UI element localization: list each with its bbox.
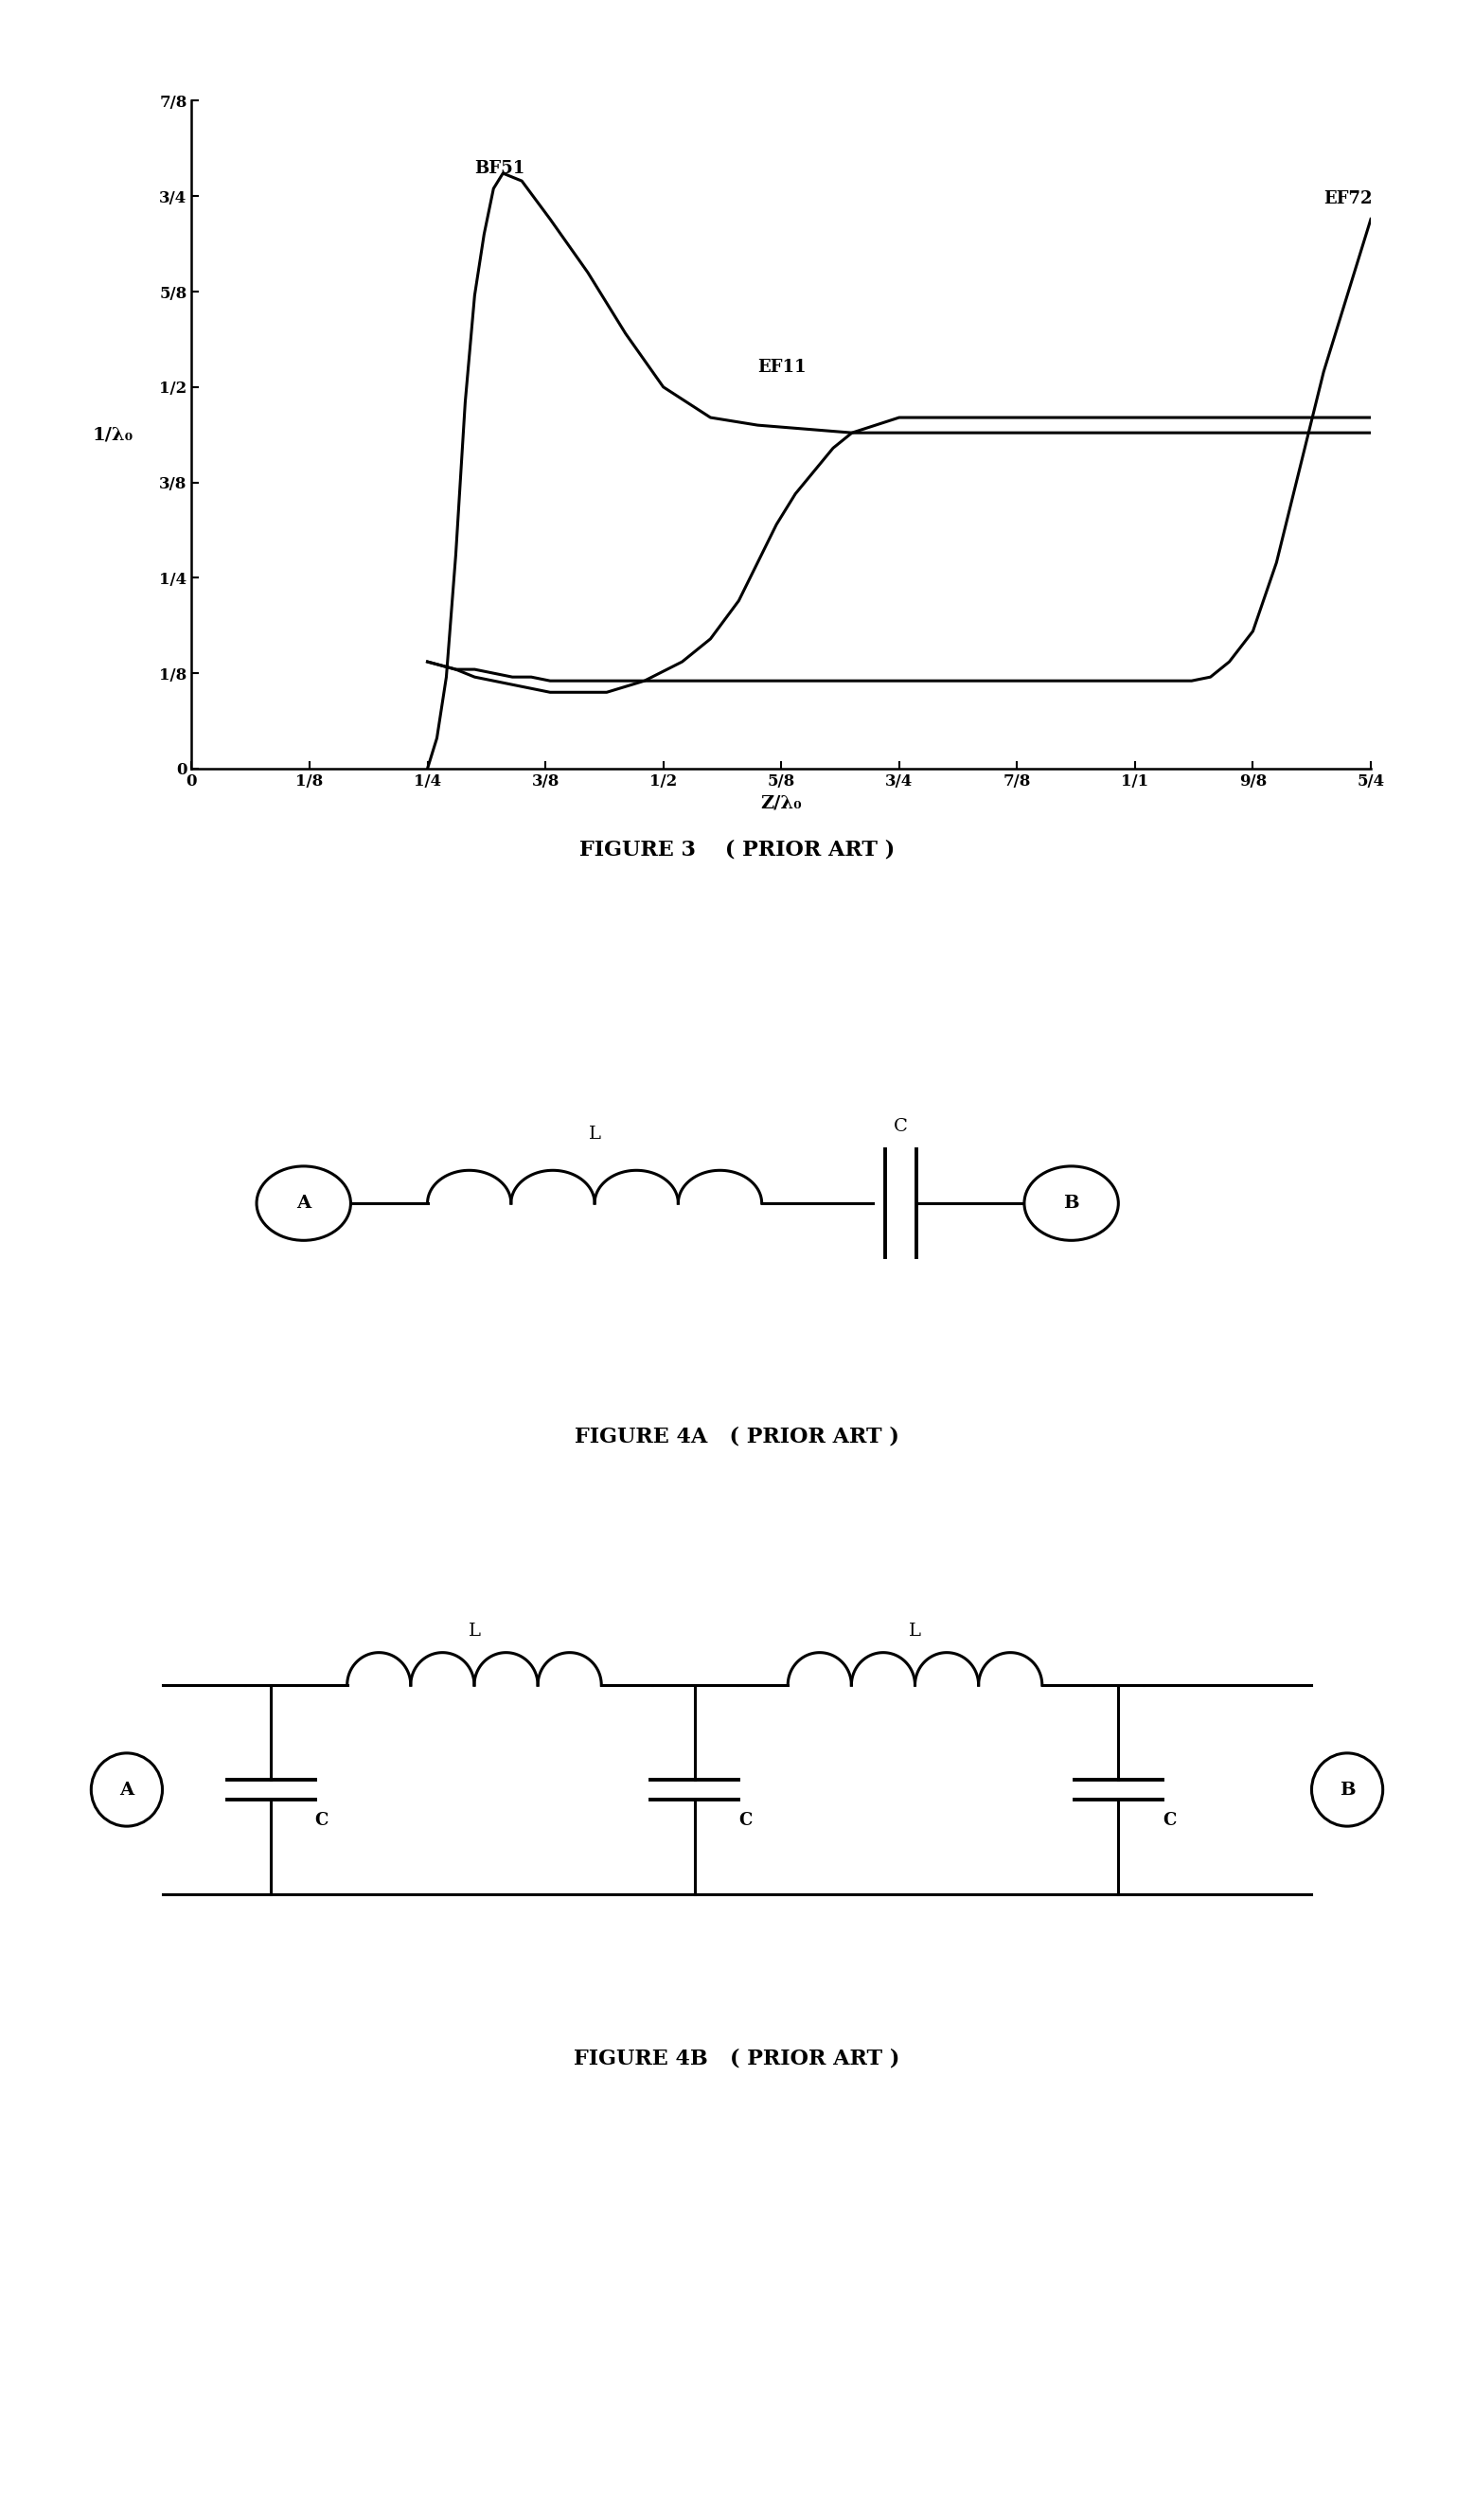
Text: B: B: [1063, 1194, 1079, 1212]
Text: C: C: [1163, 1812, 1176, 1830]
Text: FIGURE 4B   ( PRIOR ART ): FIGURE 4B ( PRIOR ART ): [573, 2049, 901, 2069]
Text: BF51: BF51: [475, 161, 525, 176]
Text: FIGURE 4A   ( PRIOR ART ): FIGURE 4A ( PRIOR ART ): [575, 1426, 899, 1446]
Y-axis label: 1/λ₀: 1/λ₀: [93, 426, 134, 444]
Text: EF72: EF72: [1324, 192, 1372, 207]
Text: A: A: [296, 1194, 311, 1212]
Text: B: B: [1340, 1782, 1355, 1799]
Text: C: C: [895, 1119, 908, 1134]
Text: C: C: [738, 1812, 752, 1830]
Text: EF11: EF11: [758, 358, 806, 375]
Text: FIGURE 3    ( PRIOR ART ): FIGURE 3 ( PRIOR ART ): [579, 839, 895, 859]
Text: L: L: [469, 1623, 481, 1641]
Text: A: A: [119, 1782, 134, 1799]
Text: L: L: [588, 1126, 601, 1142]
Text: C: C: [315, 1812, 329, 1830]
X-axis label: Z/λ₀: Z/λ₀: [761, 794, 802, 811]
Text: L: L: [909, 1623, 921, 1641]
